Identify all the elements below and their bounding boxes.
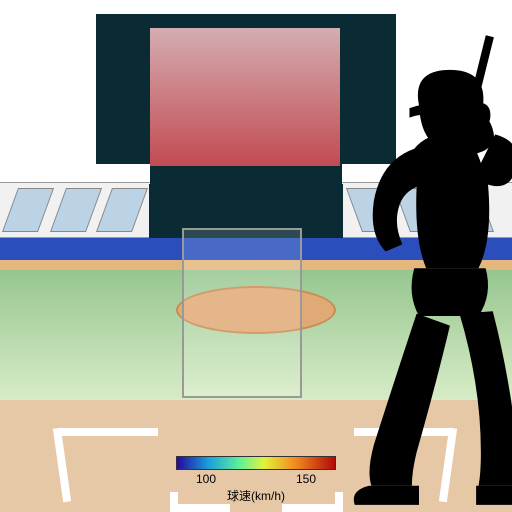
- batter-silhouette: [300, 34, 512, 512]
- colorbar-tick: 100: [196, 472, 216, 486]
- strike-zone: [182, 228, 302, 398]
